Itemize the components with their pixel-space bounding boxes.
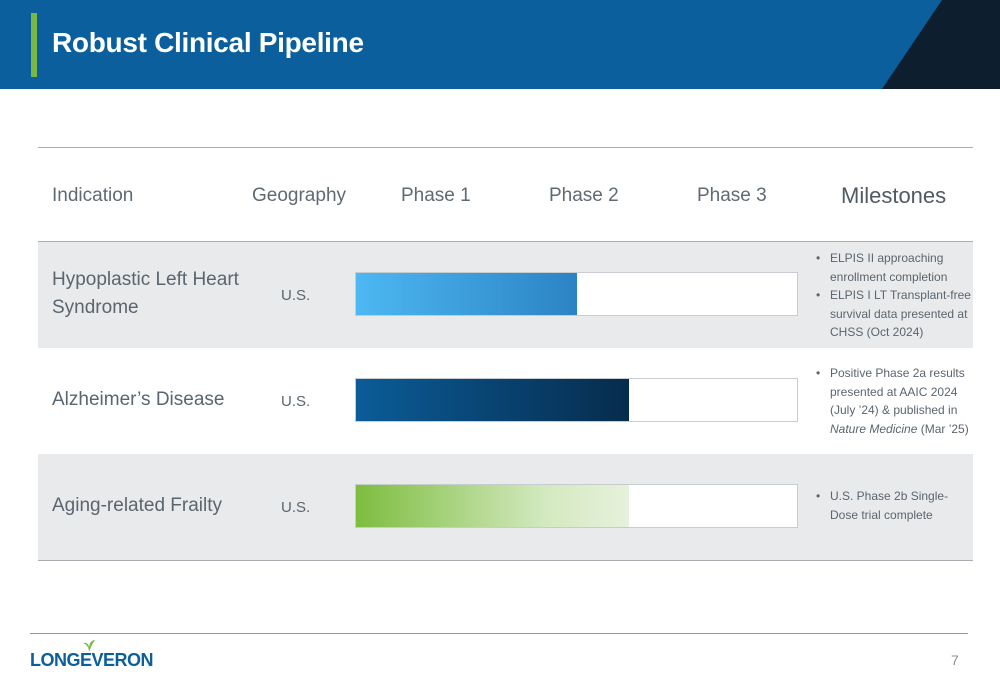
milestones-alzheimers: Positive Phase 2a results presented at A… [814,364,974,438]
header-milestones: Milestones [841,183,947,208]
table-top-rule [38,147,973,148]
table-row-alzheimers: Alzheimer’s Disease U.S. Positive Phase … [38,348,973,454]
header-indication: Indication [52,185,134,206]
footer-rule [30,633,968,634]
slide-header: Robust Clinical Pipeline [0,0,1000,89]
milestone-item: U.S. Phase 2b Single-Dose trial complete [814,487,974,524]
indication-alzheimers: Alzheimer’s Disease [52,389,225,410]
logo-leaf-icon [83,640,95,652]
geography-hlhs: U.S. [281,287,311,304]
progress-fill-hlhs [356,273,577,315]
geography-alzheimers: U.S. [281,393,311,410]
progress-bar-hlhs [355,272,798,316]
header-phase-1: Phase 1 [401,185,471,206]
header-corner-triangle [882,0,1000,89]
milestone-item: Positive Phase 2a results presented at A… [814,364,974,438]
progress-fill-frailty [356,485,630,527]
header-phase-3: Phase 3 [697,185,767,206]
table-header-row: Indication Geography Phase 1 Phase 2 Pha… [38,148,973,242]
progress-bar-frailty [355,484,798,528]
indication-hlhs-line1: Hypoplastic Left Heart [52,269,239,290]
table-row-hlhs: Hypoplastic Left Heart Syndrome U.S. ELP… [38,242,973,348]
page-number: 7 [951,652,959,668]
header-phase-2: Phase 2 [549,185,619,206]
slide-title: Robust Clinical Pipeline [52,27,364,58]
header-geography: Geography [252,185,347,206]
progress-fill-alzheimers [356,379,630,421]
milestones-hlhs: ELPIS II approaching enrollment completi… [814,249,974,342]
progress-bar-alzheimers [355,378,798,422]
header-accent-bar [31,13,37,77]
table-row-frailty: Aging-related Frailty U.S. U.S. Phase 2b… [38,454,973,561]
milestones-frailty: U.S. Phase 2b Single-Dose trial complete [814,487,974,524]
indication-hlhs-line2: Syndrome [52,297,139,318]
milestone-date: (Mar ’25) [917,421,969,436]
milestone-text: Positive Phase 2a results presented at A… [830,366,965,417]
milestone-item: ELPIS II approaching enrollment completi… [814,249,974,286]
indication-frailty: Aging-related Frailty [52,495,223,516]
company-logo: LONGEVERON [30,650,154,670]
pipeline-table: Indication Geography Phase 1 Phase 2 Pha… [38,147,973,561]
indication-hlhs: Hypoplastic Left Heart Syndrome [52,266,239,322]
milestone-item: ELPIS I LT Transplant-free survival data… [814,286,974,342]
geography-frailty: U.S. [281,499,311,516]
journal-name: Nature Medicine [830,421,918,436]
